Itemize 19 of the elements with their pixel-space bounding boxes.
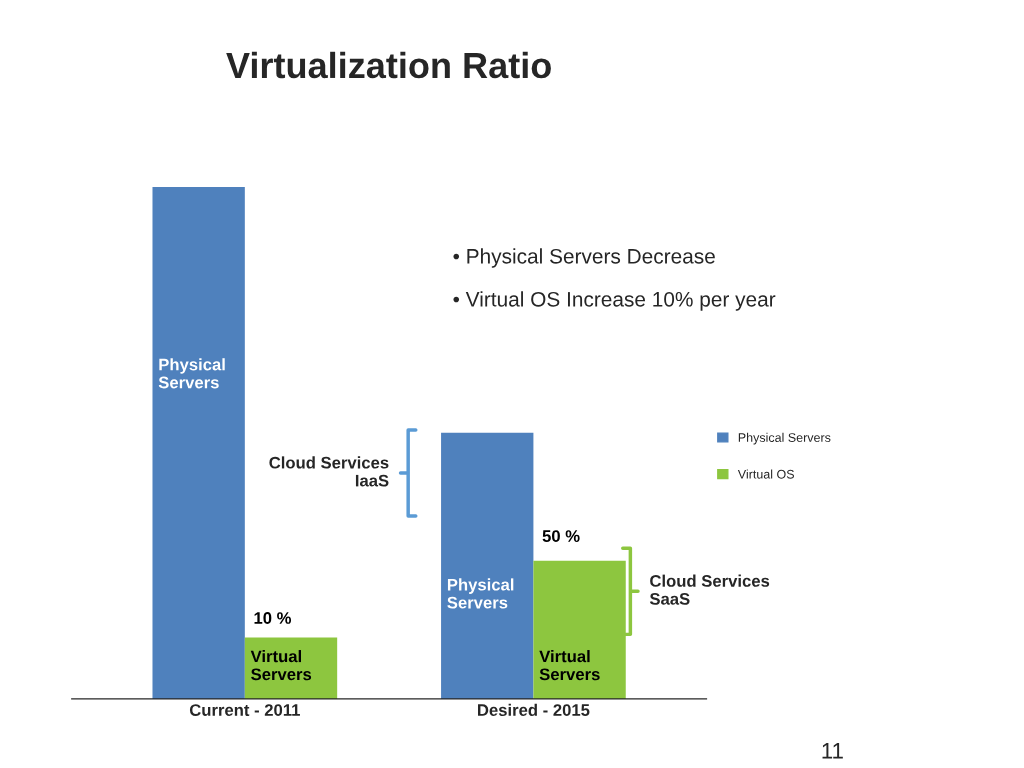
annotation: Physical Servers — [447, 578, 514, 609]
bar — [244, 637, 338, 699]
annotation: Virtual Servers — [539, 650, 600, 681]
annotation: Cloud Services IaaS — [269, 456, 389, 487]
annotation: 10 % — [254, 612, 292, 624]
annotation: Virtual Servers — [250, 650, 312, 681]
bar — [441, 432, 534, 699]
x-tick-label: Desired - 2015 — [478, 703, 590, 716]
annotation: • Virtual OS Increase 10% per year — [453, 291, 776, 311]
bar — [152, 186, 245, 699]
chart-title: Virtualization Ratio — [226, 51, 551, 79]
legend-label: Virtual OS — [737, 469, 794, 479]
annotation: Physical Servers — [158, 358, 225, 389]
annotation: 50 % — [542, 530, 580, 542]
x-tick-label: Current - 2011 — [189, 704, 300, 716]
annotation: Cloud Services SaaS — [649, 574, 770, 605]
legend-label: Physical Servers — [738, 432, 831, 445]
text: 11 — [822, 743, 843, 759]
annotation: • Physical Servers Decrease — [453, 248, 715, 268]
